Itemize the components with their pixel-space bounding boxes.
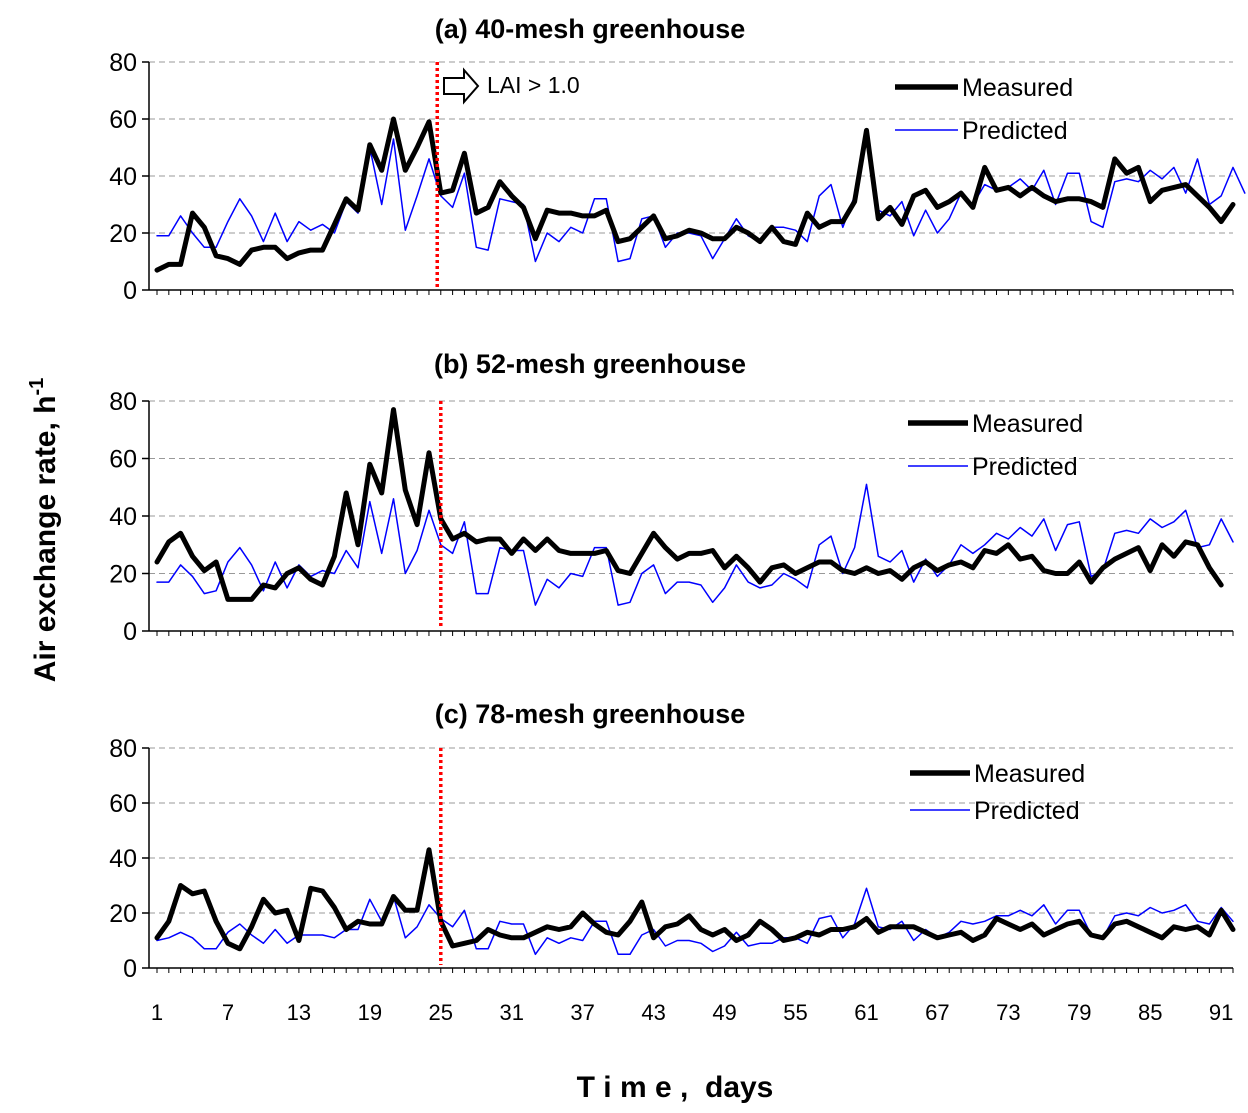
legend-label-predicted: Predicted [962,117,1068,145]
x-tick-label: 91 [1209,1000,1233,1025]
x-tick-label: 19 [358,1000,382,1025]
annotation-text: LAI > 1.0 [487,72,580,98]
svg-text:Air exchange rate, h-1: Air exchange rate, h-1 [26,378,62,683]
panel-3: (c) 78-mesh greenhouse 0 20 40 60 80 1 7 13 19 25 3… [109,699,1236,1025]
panels: (a) 40-mesh greenhouse 0 20 40 60 80 LAI > 1.0… [109,14,1246,1025]
y-tick-label: 80 [109,388,137,416]
series-line-measured [154,116,1236,273]
y-tick-label: 40 [109,163,137,191]
x-tick-label: 25 [429,1000,453,1025]
y-tick-label: 60 [109,106,137,134]
legend-label-measured: Measured [962,74,1073,102]
x-tick-label: 61 [854,1000,878,1025]
y-tick-label: 80 [109,735,137,763]
x-axis-title: T i m e , days [577,1071,774,1104]
panel-1: (a) 40-mesh greenhouse 0 20 40 60 80 LAI > 1.0… [109,14,1246,305]
y-tick-label: 40 [109,845,137,873]
series-line-predicted [156,887,1234,956]
series-line-predicted [156,483,1234,606]
y-tick-label: 80 [109,49,137,77]
x-tick-label: 55 [783,1000,807,1025]
panel-title: (b) 52-mesh greenhouse [434,349,746,379]
panel-title: (c) 78-mesh greenhouse [435,699,746,729]
x-tick-label: 67 [925,1000,949,1025]
y-tick-label: 20 [109,220,137,248]
x-tick-label: 31 [499,1000,523,1025]
legend-label-measured: Measured [974,760,1085,788]
y-tick-label: 20 [109,561,137,589]
y-axis-title-superscript: -1 [26,378,48,396]
y-tick-label: 60 [109,790,137,818]
y-tick-label: 40 [109,503,137,531]
x-tick-label: 73 [996,1000,1020,1025]
series-line-measured [154,847,1236,952]
y-axis-title: Air exchange rate, h-1 [26,378,62,683]
x-tick-label: 49 [712,1000,736,1025]
panel-2: (b) 52-mesh greenhouse 0 20 40 60 80 Measured P… [109,349,1234,646]
legend-label-predicted: Predicted [974,797,1080,825]
panel-title: (a) 40-mesh greenhouse [435,14,746,44]
x-tick-label: 85 [1138,1000,1162,1025]
legend-label-measured: Measured [972,410,1083,438]
x-tick-label: 37 [570,1000,594,1025]
x-tick-label: 13 [287,1000,311,1025]
y-tick-label: 0 [123,955,137,983]
x-tick-label: 7 [222,1000,234,1025]
hollow-right-arrow-icon [443,67,480,105]
y-tick-label: 20 [109,900,137,928]
legend-label-predicted: Predicted [972,453,1078,481]
x-tick-label: 79 [1067,1000,1091,1025]
y-tick-label: 60 [109,446,137,474]
y-tick-label: 0 [123,277,137,305]
series-line-predicted [156,132,1246,263]
x-tick-label: 43 [641,1000,665,1025]
y-axis-title-text: Air exchange rate, h [29,396,62,683]
x-tick-label: 1 [151,1000,163,1025]
series-line-measured [154,407,1224,602]
y-tick-label: 0 [123,618,137,646]
